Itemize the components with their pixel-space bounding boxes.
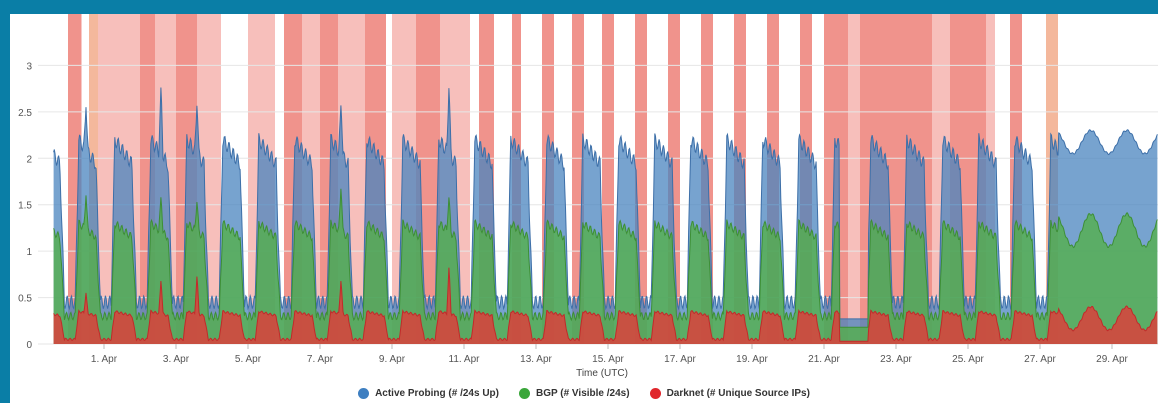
outage-band (602, 14, 614, 344)
x-tick-label: 19. Apr (736, 354, 768, 365)
legend-item-darknet[interactable]: Darknet (# Unique Source IPs) (649, 388, 810, 399)
y-tick-label: 3 (26, 61, 32, 72)
series-areas (53, 87, 1158, 344)
x-tick-label: 1. Apr (91, 354, 118, 365)
x-tick-label: 23. Apr (880, 354, 912, 365)
x-tick-label: 17. Apr (664, 354, 696, 365)
outage-band (848, 14, 860, 344)
x-tick-label: 21. Apr (808, 354, 840, 365)
series-area-bgp (53, 188, 1158, 344)
x-tick-label: 5. Apr (235, 354, 262, 365)
legend-label: Darknet (# Unique Source IPs) (666, 388, 810, 399)
x-tick-label: 3. Apr (163, 354, 190, 365)
x-tick-label: 25. Apr (952, 354, 984, 365)
legend-marker-icon (649, 388, 661, 399)
legend-item-bgp[interactable]: BGP (# Visible /24s) (518, 388, 630, 399)
series-line-bgp (53, 188, 1158, 328)
y-axis: 0 0.5 1 1.5 2 2.5 3 (18, 61, 32, 351)
x-tick-label: 7. Apr (307, 354, 334, 365)
x-axis: 1. Apr 3. Apr 5. Apr 7. Apr 9. Apr 11. Apr 13.… (91, 344, 1129, 365)
legend-marker-icon (358, 388, 370, 399)
legend-label: Active Probing (# /24s Up) (375, 388, 499, 399)
y-tick-label: 2.5 (18, 108, 32, 119)
legend-item-active-probing[interactable]: Active Probing (# /24s Up) (358, 388, 499, 399)
series-area-dark (53, 267, 1158, 344)
y-tick-label: 1 (26, 247, 32, 258)
x-tick-label: 27. Apr (1024, 354, 1056, 365)
legend: Active Probing (# /24s Up) BGP (# Visibl… (10, 388, 1158, 399)
y-tick-label: 1.5 (18, 201, 32, 212)
chart-frame: 0 0.5 1 1.5 2 2.5 3 1. Apr 3. Apr 5. Apr 7. Apr 9.… (10, 14, 1158, 403)
chart-svg: 0 0.5 1 1.5 2 2.5 3 1. Apr 3. Apr 5. Apr 7. Apr 9.… (18, 14, 1158, 379)
x-tick-label: 13. Apr (520, 354, 552, 365)
x-tick-label: 15. Apr (592, 354, 624, 365)
y-tick-label: 2 (26, 154, 32, 165)
legend-label: BGP (# Visible /24s) (535, 388, 630, 399)
legend-marker-icon (518, 388, 530, 399)
x-axis-title: Time (UTC) (576, 368, 628, 379)
x-tick-label: 29. Apr (1096, 354, 1128, 365)
y-tick-label: 0.5 (18, 294, 32, 305)
series-line-dark (53, 267, 1158, 342)
x-tick-label: 11. Apr (449, 354, 481, 365)
series-line-active (53, 87, 1158, 320)
x-tick-label: 9. Apr (379, 354, 406, 365)
y-tick-label: 0 (26, 340, 32, 351)
